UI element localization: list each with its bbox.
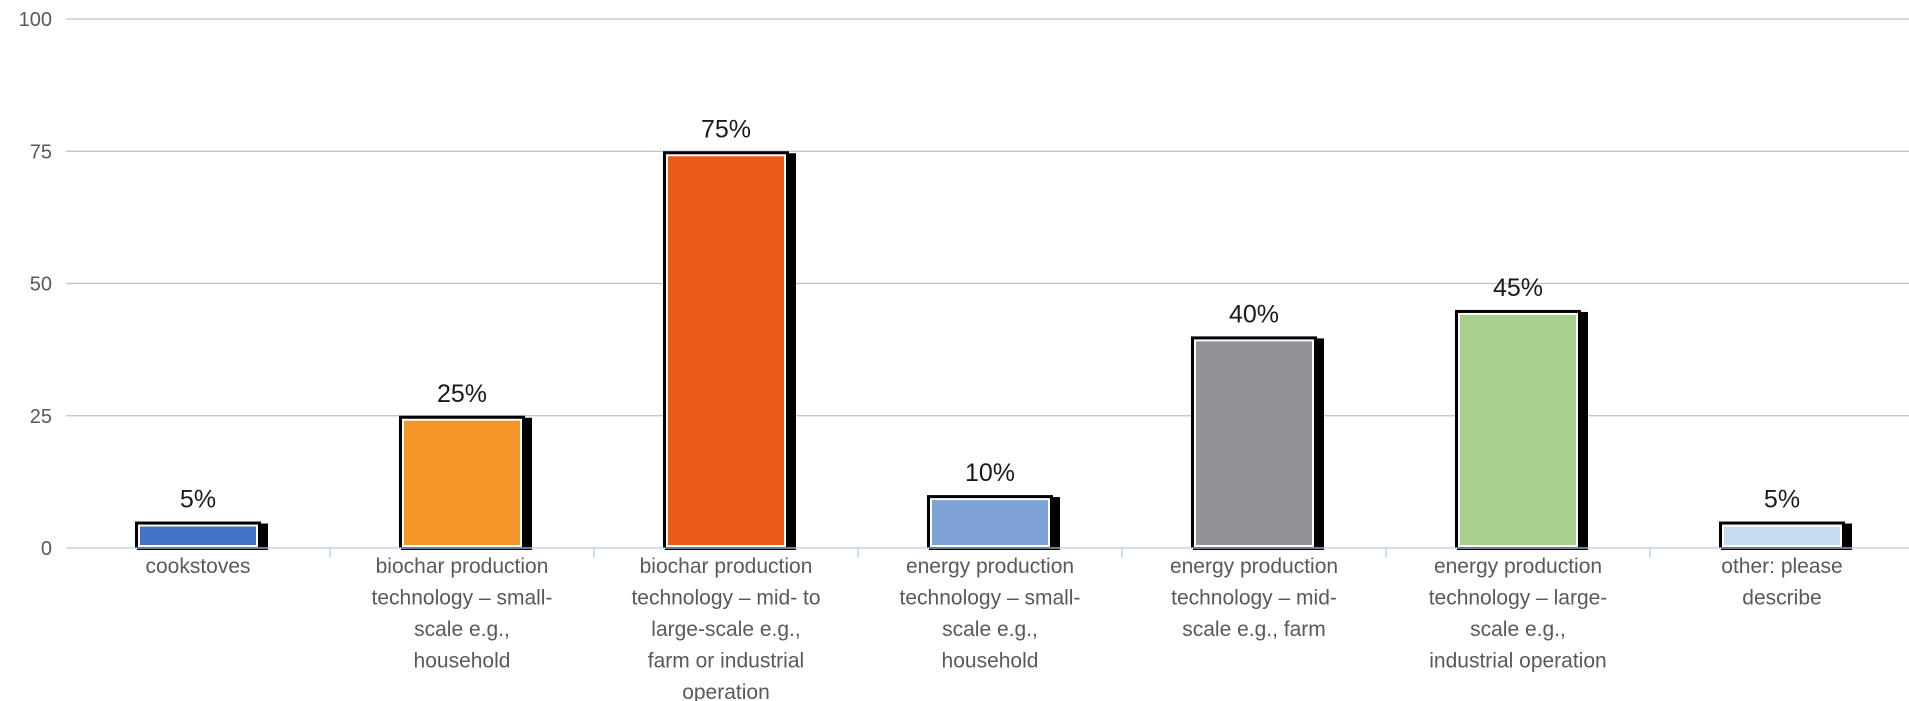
category-label-line: scale e.g., — [414, 618, 510, 641]
bar-fill — [404, 420, 520, 545]
data-label: 75% — [701, 115, 751, 143]
bar — [1455, 309, 1588, 550]
category-label-line: large-scale e.g., — [651, 618, 800, 641]
category-label-line: operation — [682, 681, 770, 701]
bar-fill — [1460, 314, 1576, 545]
category-label: cookstoves — [145, 555, 250, 578]
data-label: 10% — [965, 459, 1015, 487]
category-label: energy production technology – mid-scale … — [1170, 555, 1338, 641]
y-tick-label: 75 — [30, 141, 52, 163]
category-label-line: biochar production — [376, 555, 549, 578]
category-label-line: industrial operation — [1429, 650, 1606, 673]
bar-fill — [668, 156, 784, 545]
category-label-line: technology – mid- to — [631, 587, 820, 610]
data-label: 40% — [1229, 300, 1279, 328]
category-label: biochar production technology – mid- to la… — [631, 555, 820, 701]
category-label-line: farm or industrial — [648, 650, 804, 673]
bar — [1191, 336, 1324, 550]
bar — [663, 151, 796, 550]
category-label-line: cookstoves — [145, 555, 250, 578]
y-tick-label: 0 — [41, 538, 52, 560]
category-label-line: technology – small- — [372, 587, 553, 610]
category-label: biochar production technology – small-sca… — [372, 555, 553, 673]
y-tick-label: 50 — [30, 274, 52, 296]
category-label-line: describe — [1742, 587, 1821, 610]
category-label-line: scale e.g., farm — [1182, 618, 1326, 641]
bar — [399, 415, 532, 550]
category-label-line: technology – large- — [1429, 587, 1608, 610]
category-label-line: energy production — [906, 555, 1074, 578]
data-label: 5% — [180, 486, 216, 514]
bar — [1719, 521, 1852, 550]
data-label: 5% — [1764, 486, 1800, 514]
category-label-line: energy production — [1170, 555, 1338, 578]
category-label-line: other: please — [1721, 555, 1842, 578]
category-label-line: biochar production — [640, 555, 813, 578]
bar-fill — [1196, 341, 1312, 545]
category-label: energy production technology – large-scal… — [1429, 555, 1608, 673]
x-axis — [66, 547, 1909, 558]
data-labels: 5% 25% 75% 10% 40% 45% 5% — [180, 115, 1800, 513]
category-labels: cookstoves biochar production technology –… — [145, 555, 1842, 701]
gridlines — [66, 18, 1909, 417]
data-label: 45% — [1493, 274, 1543, 302]
bar — [135, 521, 268, 550]
category-label-line: scale e.g., — [1470, 618, 1566, 641]
bar — [927, 495, 1060, 550]
category-label: energy production technology – small-scal… — [900, 555, 1081, 673]
bar-fill — [1724, 526, 1840, 545]
category-label-line: household — [414, 650, 511, 673]
bar-fill — [932, 500, 1048, 545]
category-label-line: energy production — [1434, 555, 1602, 578]
category-label-line: technology – mid- — [1171, 587, 1337, 610]
category-label-line: household — [942, 650, 1039, 673]
y-tick-label: 25 — [30, 406, 52, 428]
y-tick-label: 100 — [19, 9, 52, 31]
y-axis-ticks: 0 25 50 75 100 — [19, 9, 52, 560]
bar-fill — [140, 526, 256, 545]
category-label-line: technology – small- — [900, 587, 1081, 610]
data-label: 25% — [437, 380, 487, 408]
bars — [135, 151, 1852, 550]
category-label: other: please describe — [1721, 555, 1842, 610]
category-label-line: scale e.g., — [942, 618, 1038, 641]
